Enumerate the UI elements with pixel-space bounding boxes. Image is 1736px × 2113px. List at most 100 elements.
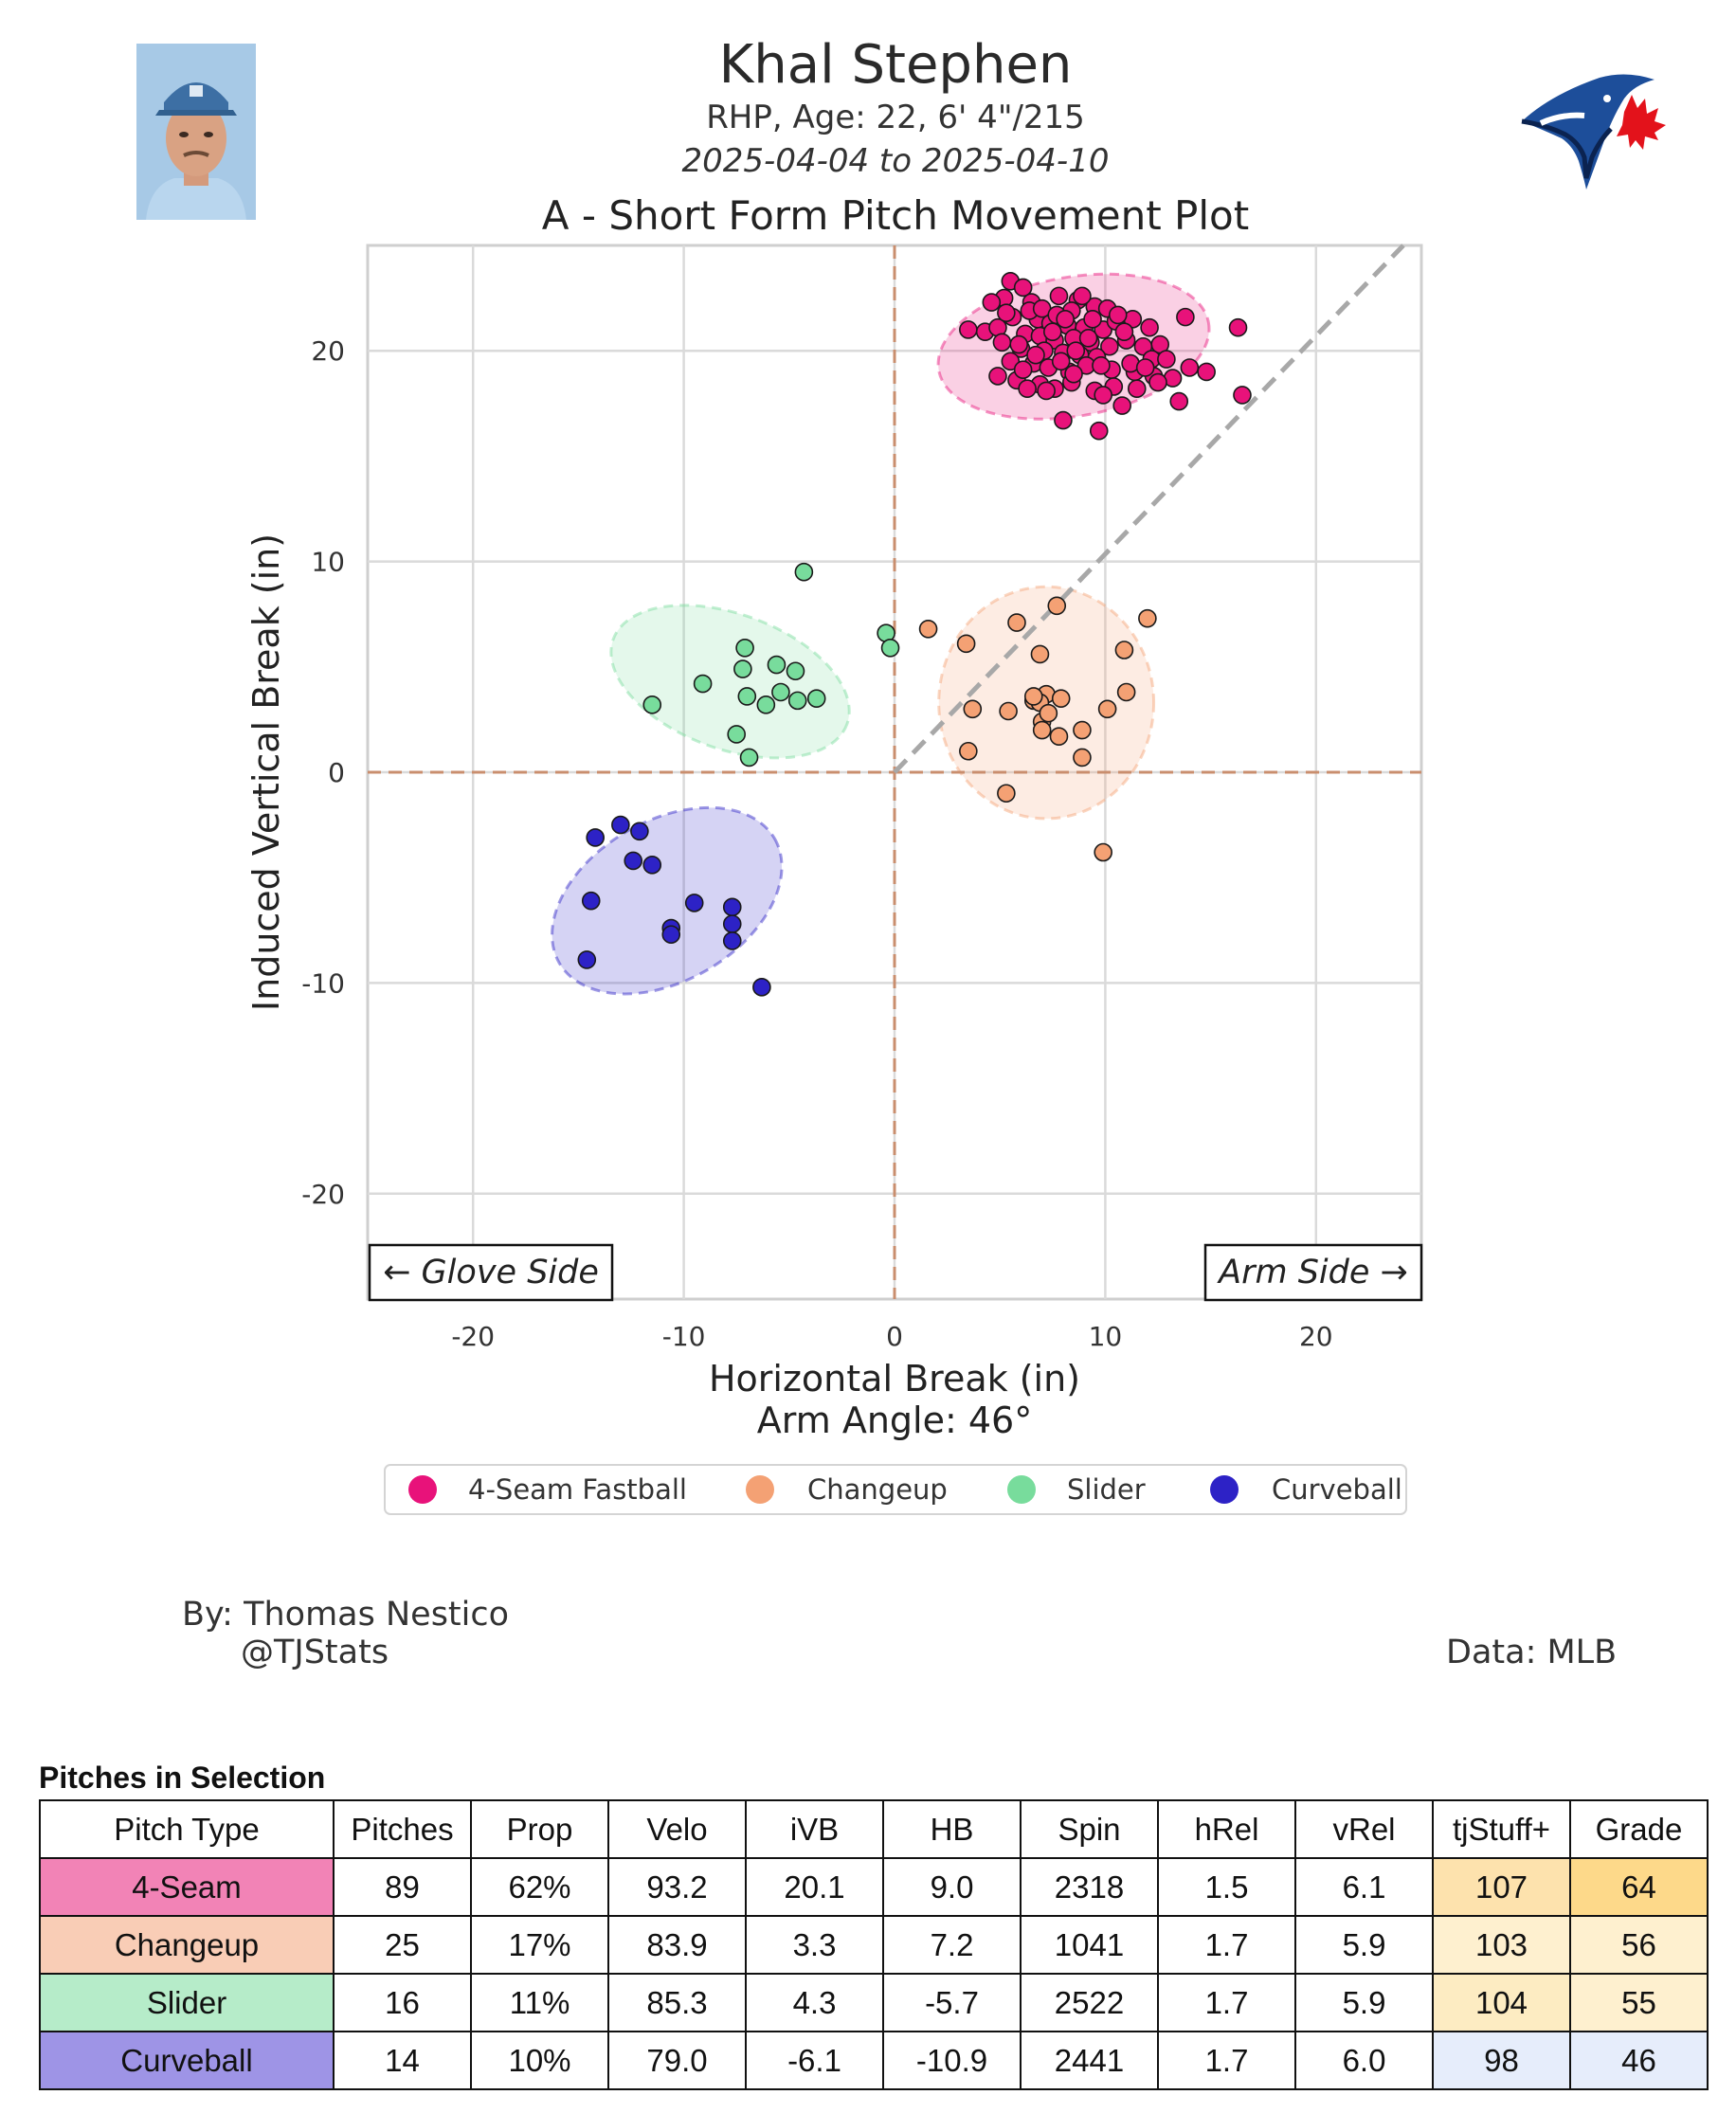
- date-range: 2025-04-04 to 2025-04-10: [681, 142, 1110, 180]
- pitch-point: [586, 828, 605, 847]
- pitch-point: [684, 894, 704, 912]
- pitch-type-cell: 4-Seam: [39, 1857, 335, 1917]
- pitch-point: [756, 695, 776, 714]
- pitch-point: [1026, 345, 1045, 365]
- pitch-point: [1180, 358, 1200, 377]
- pitch-point: [1018, 379, 1037, 399]
- pitch-point: [1135, 358, 1155, 377]
- col-header: HB: [882, 1799, 1022, 1859]
- pitch-point: [1047, 596, 1067, 616]
- pitch-point: [1157, 350, 1176, 369]
- pitch-point: [737, 687, 757, 706]
- x-tick-label: -10: [662, 1321, 706, 1352]
- pitch-point: [786, 661, 805, 681]
- y-tick-label: 0: [328, 757, 345, 788]
- table-cell: 14: [333, 2031, 472, 2090]
- pitch-point: [1089, 421, 1109, 441]
- pitch-point: [1001, 352, 1021, 371]
- table-cell: 79.0: [607, 2031, 747, 2090]
- table-cell: 20.1: [745, 1857, 884, 1917]
- pitch-point: [722, 897, 742, 917]
- pitch-point: [997, 784, 1016, 804]
- table-header-row: Pitch Type Pitches Prop Velo iVB HB Spin…: [39, 1799, 1709, 1859]
- confidence-ellipse: [609, 604, 851, 760]
- legend-marker: [408, 1475, 437, 1504]
- pitch-point: [752, 978, 771, 997]
- pitch-point: [1114, 641, 1134, 659]
- pitch-point: [739, 748, 759, 768]
- pitch-point: [1148, 372, 1167, 392]
- author-credit: By: Thomas Nestico: [182, 1596, 510, 1634]
- table-cell: 6.1: [1294, 1857, 1434, 1917]
- plot-title: A - Short Form Pitch Movement Plot: [541, 192, 1250, 239]
- x-tick-label: 10: [1089, 1321, 1123, 1352]
- table-cell: 2318: [1020, 1857, 1159, 1917]
- pitch-point: [1051, 689, 1071, 708]
- table-row: Slider 16 11% 85.3 4.3 -5.7 2522 1.7 5.9 104 55: [39, 1973, 1709, 2032]
- table-cell: 62%: [470, 1857, 609, 1917]
- pitch-point: [1228, 317, 1248, 337]
- pitch-point: [1108, 305, 1128, 325]
- table-cell: 46: [1569, 2031, 1709, 2090]
- table-cell: 56: [1569, 1915, 1709, 1975]
- table-cell: 6.0: [1294, 2031, 1434, 2090]
- pitch-point: [1176, 307, 1195, 327]
- pitch-point: [1094, 386, 1112, 405]
- glove-side-label: ← Glove Side: [383, 1254, 599, 1291]
- table-cell: 64: [1569, 1857, 1709, 1917]
- x-axis-label: Horizontal Break (in): [709, 1358, 1080, 1400]
- glove-side-box: [368, 1243, 614, 1302]
- data-source: Data: MLB: [1446, 1634, 1618, 1671]
- table-cell: 1.7: [1157, 2031, 1296, 2090]
- pitch-type-cell: Changeup: [39, 1915, 335, 1975]
- y-tick-label: 20: [311, 335, 345, 367]
- table-title: Pitches in Selection: [39, 1761, 326, 1795]
- legend-marker: [1210, 1475, 1239, 1504]
- arm-side-label: Arm Side →: [1217, 1254, 1408, 1291]
- table-row: Changeup 25 17% 83.9 3.3 7.2 1041 1.7 5.9 103 56: [39, 1915, 1709, 1975]
- pitch-point: [1073, 286, 1092, 306]
- pitch-point: [1233, 386, 1252, 405]
- table-cell: 4.3: [745, 1973, 884, 2032]
- pitch-point: [999, 701, 1018, 721]
- pitch-point: [611, 815, 630, 835]
- blue-jays-logo: [1512, 66, 1673, 199]
- x-tick-label: 20: [1299, 1321, 1333, 1352]
- table-cell: 98: [1432, 2031, 1571, 2090]
- pitch-point: [1073, 748, 1092, 768]
- pitch-point: [982, 293, 1002, 312]
- pitch-point: [1078, 329, 1098, 348]
- pitch-point: [1097, 699, 1117, 719]
- pitch-point: [1066, 341, 1086, 361]
- player-headshot: [136, 44, 256, 220]
- table-cell: 1.7: [1157, 1973, 1296, 2032]
- table-cell: 55: [1569, 1973, 1709, 2032]
- pitch-point: [727, 725, 747, 744]
- table-cell: 1.5: [1157, 1857, 1296, 1917]
- pitch-point: [722, 931, 742, 950]
- table-cell: 83.9: [607, 1915, 747, 1975]
- table-cell: 3.3: [745, 1915, 884, 1975]
- pitch-point: [661, 925, 681, 945]
- table-cell: 93.2: [607, 1857, 747, 1917]
- pitch-point: [963, 699, 983, 719]
- table-cell: 10%: [470, 2031, 609, 2090]
- table-cell: 103: [1432, 1915, 1571, 1975]
- x-tick-label: -20: [451, 1321, 495, 1352]
- table-cell: 17%: [470, 1915, 609, 1975]
- pitch-point: [1030, 644, 1050, 664]
- pitch-type-cell: Curveball: [39, 2031, 335, 2090]
- pitch-point: [1007, 613, 1026, 632]
- pitch-point: [1039, 703, 1058, 723]
- pitch-point: [735, 638, 754, 658]
- table-cell: -6.1: [745, 2031, 884, 2090]
- pitch-point: [642, 695, 662, 714]
- pitch-point: [1083, 310, 1102, 329]
- pitch-point: [1049, 286, 1069, 306]
- pitch-movement-plot: -20 -10 0 10 20 -20 -10 0 10 20 ← Glove Side Arm Si…: [245, 244, 1423, 1515]
- col-header: iVB: [745, 1799, 884, 1859]
- col-header: Grade: [1569, 1799, 1709, 1859]
- pitch-point: [1114, 322, 1134, 341]
- table-row: 4-Seam 89 62% 93.2 20.1 9.0 2318 1.5 6.1 107 64: [39, 1857, 1709, 1917]
- player-bio: RHP, Age: 22, 6' 4"/215: [706, 99, 1085, 136]
